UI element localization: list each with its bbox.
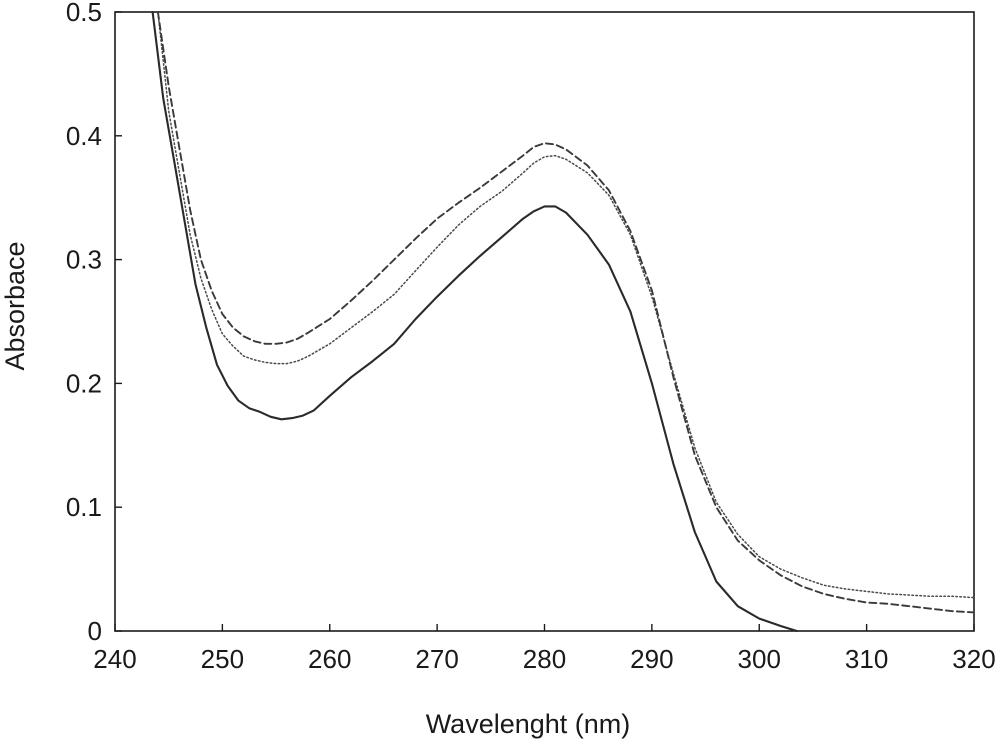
y-tick-label: 0.5 (66, 0, 102, 27)
y-axis-title: Absorbace (0, 241, 30, 370)
y-tick-label: 0.2 (66, 368, 102, 398)
x-axis: 240 250 260 270 280 290 300 310 320 (93, 624, 996, 674)
x-tick-label: 280 (523, 644, 566, 674)
x-tick-label: 290 (630, 644, 673, 674)
plot-area (151, 10, 975, 633)
y-tick-label: 0.4 (66, 121, 102, 151)
series-line-dotted (157, 11, 975, 599)
plot-frame (114, 11, 975, 632)
x-tick-label: 310 (845, 644, 888, 674)
x-tick-label: 270 (415, 644, 458, 674)
y-tick-label: 0.3 (66, 245, 102, 275)
x-tick-label: 250 (201, 644, 244, 674)
y-tick-label: 0.1 (66, 492, 102, 522)
x-tick-label: 320 (952, 644, 995, 674)
series-line-solid (151, 10, 798, 633)
x-tick-label: 260 (308, 644, 351, 674)
x-axis-title: Wavelenght (nm) (426, 709, 631, 739)
x-tick-label: 300 (738, 644, 781, 674)
x-tick-label: 240 (93, 644, 136, 674)
series-line-dashed (156, 11, 975, 614)
y-tick-label: 0 (88, 616, 102, 646)
y-axis: 0 0.1 0.2 0.3 0.4 0.5 (66, 0, 122, 646)
